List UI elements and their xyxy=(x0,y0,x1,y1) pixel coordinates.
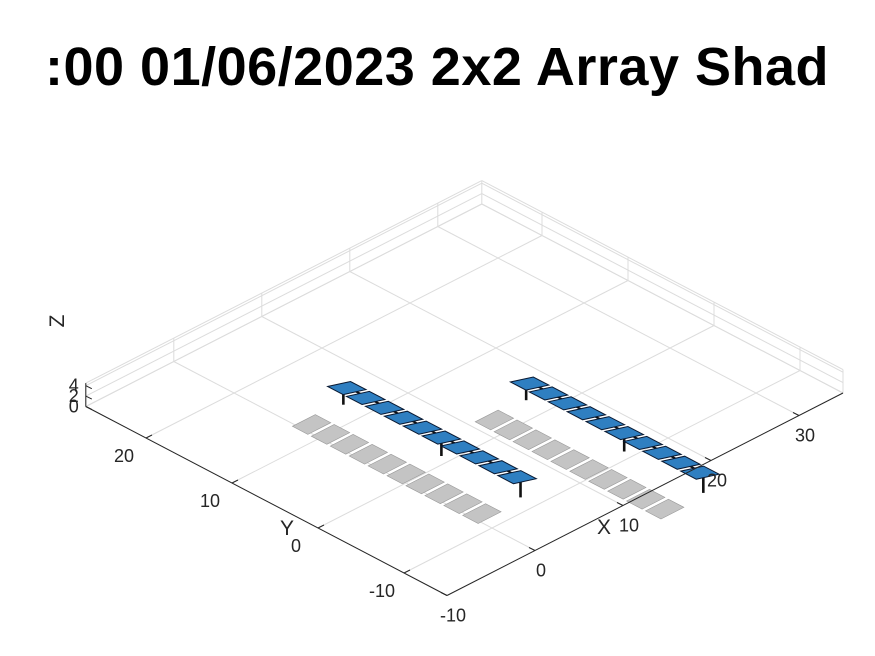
panel-shadow xyxy=(550,449,590,470)
x-axis-line xyxy=(446,392,844,596)
panel-shadow xyxy=(310,424,351,445)
axis-labels: X Y Z xyxy=(46,314,611,540)
solar-panel xyxy=(364,400,406,415)
solar-panel xyxy=(584,416,626,431)
box-edge xyxy=(85,180,483,384)
x-tick-label: 30 xyxy=(795,426,815,446)
x-tick xyxy=(792,412,800,416)
panel-shadow xyxy=(588,469,628,490)
grid-line-z-wall xyxy=(85,193,483,397)
grid-line-y xyxy=(145,235,543,439)
panel-shadow xyxy=(386,463,427,485)
grid-line-y xyxy=(403,370,801,574)
solar-panel xyxy=(565,406,607,421)
solar-panel xyxy=(641,445,683,460)
panel-shadow xyxy=(644,498,685,520)
x-tick xyxy=(440,592,448,596)
x-tick-label: 20 xyxy=(707,471,727,491)
y-tick xyxy=(231,479,239,484)
y-tick-label: 0 xyxy=(291,536,301,556)
box-edge xyxy=(481,203,844,394)
grid-line-z-wall xyxy=(481,193,844,384)
solar-panel xyxy=(508,376,551,391)
panel-shadow xyxy=(367,453,408,475)
x-tick xyxy=(704,457,712,461)
solar-panel xyxy=(477,460,519,475)
box-edge xyxy=(85,203,483,407)
x-tick-label: 0 xyxy=(536,561,546,581)
solar-panel xyxy=(603,425,645,441)
x-axis-label: X xyxy=(597,516,611,539)
z-axis-label: Z xyxy=(46,314,69,327)
x-tick xyxy=(528,547,536,551)
x-tick-label: 10 xyxy=(619,516,639,536)
panel-shadow xyxy=(405,473,445,495)
solar-panel xyxy=(496,470,538,485)
solar-panel xyxy=(660,455,702,470)
z-tick-label: 0 xyxy=(69,397,79,417)
y-tick-label: -10 xyxy=(369,581,395,601)
solar-panel xyxy=(458,450,500,465)
chart-title: :00 01/06/2023 2x2 Array Shad xyxy=(44,37,830,97)
solar-panel xyxy=(622,435,664,451)
y-tick-label: 10 xyxy=(200,491,220,511)
array-structures xyxy=(326,376,721,498)
grid-line-y xyxy=(231,280,629,484)
shadows xyxy=(291,409,685,524)
grid xyxy=(85,180,844,596)
solar-panel xyxy=(527,386,570,401)
panel-shadow xyxy=(474,409,515,431)
panel-shadow xyxy=(348,443,389,465)
x-tick xyxy=(616,502,624,506)
solar-panel xyxy=(439,440,481,455)
panel-shadow xyxy=(329,434,370,455)
panel-shadow xyxy=(462,503,502,524)
solar-panel xyxy=(382,410,425,425)
y-tick xyxy=(403,569,411,574)
solar-panel xyxy=(546,396,589,411)
panel-shadow xyxy=(424,483,464,505)
box-edge xyxy=(481,180,844,371)
panel-shadow xyxy=(625,488,666,510)
z-tick-label: 4 xyxy=(69,376,79,396)
z-tick xyxy=(85,385,93,390)
solar-panel xyxy=(326,380,368,396)
grid-line-z-wall xyxy=(85,182,483,387)
x-tick-label: -10 xyxy=(440,606,466,626)
solar-panel xyxy=(401,420,444,435)
grid-line-z-wall xyxy=(481,182,844,373)
y-tick xyxy=(145,434,153,439)
panel-shadow xyxy=(531,439,571,460)
panel-shadow xyxy=(512,429,553,451)
z-tick xyxy=(85,395,93,400)
panel-shadow xyxy=(291,414,332,435)
y-axis-line xyxy=(85,406,448,596)
y-tick-label: 20 xyxy=(114,446,134,466)
grid-line-x xyxy=(349,271,712,461)
panel-shadow xyxy=(569,459,609,480)
y-axis-label: Y xyxy=(280,517,294,540)
solar-panel xyxy=(345,390,387,406)
y-tick xyxy=(317,524,325,529)
z-tick xyxy=(85,406,93,410)
panel-shadow xyxy=(493,419,534,441)
solar-panel xyxy=(420,430,463,445)
z-tick-label: 2 xyxy=(69,386,79,406)
panel-shadow xyxy=(443,493,483,514)
panel-shadow xyxy=(607,479,647,500)
